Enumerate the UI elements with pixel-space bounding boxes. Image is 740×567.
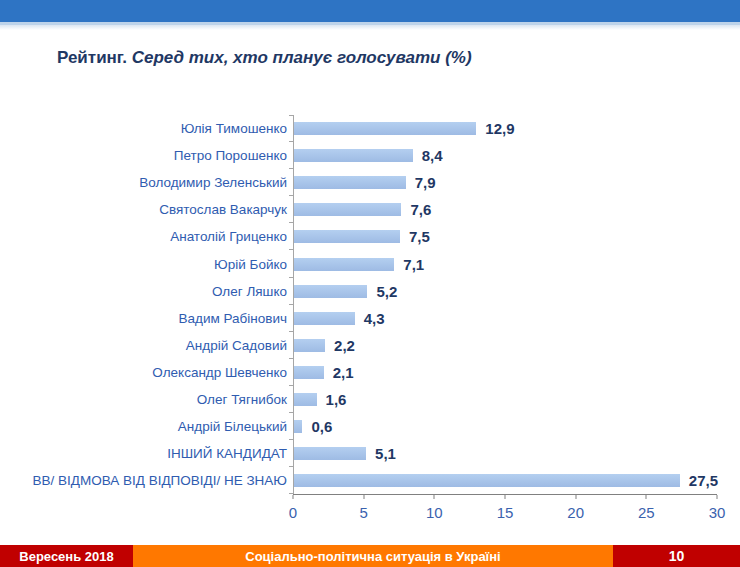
value-label: 7,9 — [415, 174, 436, 191]
chart-row: ІНШИЙ КАНДИДАТ 5,1 — [0, 440, 740, 467]
chart-row: Юрій Бойко 7,1 — [0, 250, 740, 277]
value-label: 1,6 — [326, 391, 347, 408]
x-axis-tick-label: 20 — [567, 504, 584, 521]
plot-cell: 0,6 — [293, 413, 718, 440]
category-label: Святослав Вакарчук — [0, 202, 293, 217]
x-axis-tick-label: 25 — [638, 504, 655, 521]
footer-title: Соціально-політична ситуація в Україні — [133, 545, 613, 567]
plot-cell: 7,1 — [293, 250, 718, 277]
plot-cell: 5,2 — [293, 278, 718, 305]
x-axis-tick-label: 10 — [426, 504, 443, 521]
value-label: 5,2 — [376, 283, 397, 300]
value-label: 2,1 — [333, 364, 354, 381]
value-label: 0,6 — [311, 418, 332, 435]
footer-bar: Вересень 2018 Соціально-політична ситуац… — [0, 545, 740, 567]
bar — [294, 149, 413, 162]
bar — [294, 285, 367, 298]
chart-row: Олег Тягнибок 1,6 — [0, 386, 740, 413]
x-axis-tick — [575, 495, 576, 499]
x-axis-tick-label: 5 — [359, 504, 367, 521]
bar — [294, 339, 325, 352]
bar — [294, 312, 355, 325]
category-label: Вадим Рабінович — [0, 311, 293, 326]
presentation-slide: Рейтинг. Серед тих, хто планує голосуват… — [0, 0, 740, 567]
bar — [294, 393, 317, 406]
plot-cell: 1,6 — [293, 386, 718, 413]
category-label: Юлія Тимошенко — [0, 121, 293, 136]
chart-rows: Юлія Тимошенко 12,9 Петро Порошенко 8,4 Воло… — [0, 115, 740, 494]
bar — [294, 230, 400, 243]
bar — [294, 122, 476, 135]
bar — [294, 176, 406, 189]
category-label: Петро Порошенко — [0, 148, 293, 163]
bar — [294, 420, 302, 433]
category-label: Володимир Зеленський — [0, 175, 293, 190]
chart-row: Святослав Вакарчук 7,6 — [0, 196, 740, 223]
bar-chart: Юлія Тимошенко 12,9 Петро Порошенко 8,4 Воло… — [0, 115, 740, 529]
value-label: 7,6 — [410, 201, 431, 218]
category-label: Олександр Шевченко — [0, 365, 293, 380]
value-label: 2,2 — [334, 337, 355, 354]
bar — [294, 447, 366, 460]
category-label: Юрій Бойко — [0, 257, 293, 272]
plot-cell: 7,5 — [293, 223, 718, 250]
x-axis-tick — [646, 495, 647, 499]
page-title: Рейтинг. Серед тих, хто планує голосуват… — [57, 48, 472, 68]
header-band-shadow — [0, 25, 740, 30]
page-title-bold: Рейтинг. — [57, 48, 127, 67]
category-label: Олег Ляшко — [0, 284, 293, 299]
bar — [294, 474, 680, 487]
chart-row: Юлія Тимошенко 12,9 — [0, 115, 740, 142]
footer-page-number: 10 — [613, 545, 740, 567]
value-label: 5,1 — [375, 445, 396, 462]
x-axis-tick-label: 30 — [709, 504, 726, 521]
bar — [294, 203, 401, 216]
chart-row: Олександр Шевченко 2,1 — [0, 359, 740, 386]
plot-cell: 7,6 — [293, 196, 718, 223]
plot-cell: 7,9 — [293, 169, 718, 196]
category-label: Олег Тягнибок — [0, 392, 293, 407]
chart-row: Андрій Садовий 2,2 — [0, 332, 740, 359]
chart-row: Андрій Білецький 0,6 — [0, 413, 740, 440]
x-axis-tick — [505, 495, 506, 499]
x-axis-tick — [293, 495, 294, 499]
chart-row: Петро Порошенко 8,4 — [0, 142, 740, 169]
chart-row: ВВ/ ВІДМОВА ВІД ВІДПОВІДІ/ НЕ ЗНАЮ 27,5 — [0, 467, 740, 494]
chart-row: Володимир Зеленський 7,9 — [0, 169, 740, 196]
x-axis-tick-label: 0 — [289, 504, 297, 521]
header-band — [0, 0, 740, 22]
chart-row: Анатолій Гриценко 7,5 — [0, 223, 740, 250]
category-label: ІНШИЙ КАНДИДАТ — [0, 446, 293, 461]
category-label: ВВ/ ВІДМОВА ВІД ВІДПОВІДІ/ НЕ ЗНАЮ — [0, 473, 293, 488]
plot-cell: 8,4 — [293, 142, 718, 169]
plot-cell: 27,5 — [293, 467, 718, 494]
x-axis-tick — [717, 495, 718, 499]
category-label: Андрій Садовий — [0, 338, 293, 353]
category-label: Анатолій Гриценко — [0, 229, 293, 244]
value-label: 27,5 — [689, 472, 718, 489]
x-axis-tick — [434, 495, 435, 499]
value-label: 12,9 — [485, 120, 514, 137]
plot-cell: 2,1 — [293, 359, 718, 386]
x-axis-tick-label: 15 — [497, 504, 514, 521]
plot-cell: 2,2 — [293, 332, 718, 359]
value-label: 8,4 — [422, 147, 443, 164]
page-title-subtitle: Серед тих, хто планує голосувати (%) — [127, 48, 472, 67]
plot-cell: 12,9 — [293, 115, 718, 142]
chart-row: Олег Ляшко 5,2 — [0, 278, 740, 305]
x-axis-tick — [363, 495, 364, 499]
x-axis: 051015202530 — [293, 494, 717, 529]
chart-row: Вадим Рабінович 4,3 — [0, 305, 740, 332]
bar — [294, 258, 394, 271]
bar — [294, 366, 324, 379]
footer-date: Вересень 2018 — [0, 545, 133, 567]
value-label: 4,3 — [364, 310, 385, 327]
plot-cell: 4,3 — [293, 305, 718, 332]
plot-cell: 5,1 — [293, 440, 718, 467]
value-label: 7,1 — [403, 256, 424, 273]
value-label: 7,5 — [409, 228, 430, 245]
category-label: Андрій Білецький — [0, 419, 293, 434]
